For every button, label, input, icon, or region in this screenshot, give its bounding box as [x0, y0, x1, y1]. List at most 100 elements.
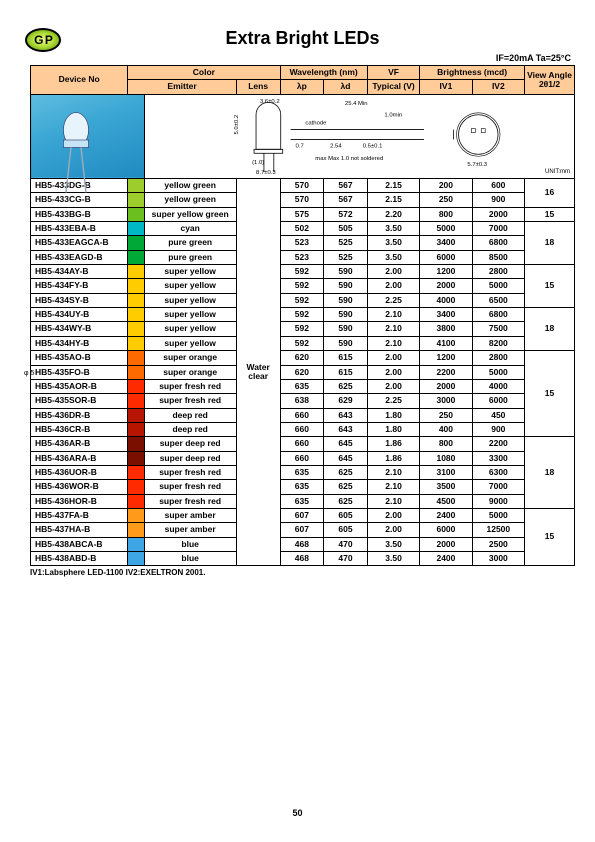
cell-emitter: super fresh red — [144, 465, 236, 479]
cell-vf: 2.00 — [367, 279, 419, 293]
led-table: Device No Color Wavelength (nm) VF Brigh… — [30, 65, 575, 566]
cell-ld: 643 — [324, 422, 368, 436]
cell-ld: 572 — [324, 207, 368, 221]
cell-emitter: super fresh red — [144, 480, 236, 494]
cell-emitter: super yellow green — [144, 207, 236, 221]
cell-emitter: super yellow — [144, 293, 236, 307]
cell-lp: 570 — [280, 179, 324, 193]
cell-iv2: 7500 — [472, 322, 524, 336]
cell-ld: 567 — [324, 193, 368, 207]
cell-ld: 505 — [324, 222, 368, 236]
cell-emitter: super orange — [144, 351, 236, 365]
color-swatch — [128, 236, 144, 250]
cell-view-angle: 18 — [525, 437, 575, 509]
cell-iv1: 2000 — [420, 279, 472, 293]
cell-lp: 468 — [280, 537, 324, 551]
color-swatch — [128, 551, 144, 565]
cell-device: HB5-436ARA-B — [31, 451, 128, 465]
th-vf-sub: Typical (V) — [367, 80, 419, 94]
th-color: Color — [128, 66, 280, 80]
svg-text:max Max 1.0 not soldered: max Max 1.0 not soldered — [315, 156, 383, 162]
th-lp: λp — [280, 80, 324, 94]
cell-emitter: deep red — [144, 422, 236, 436]
cell-emitter: pure green — [144, 236, 236, 250]
cell-iv2: 900 — [472, 193, 524, 207]
cell-emitter: super yellow — [144, 265, 236, 279]
table-row: HB5-436WOR-Bsuper fresh red6356252.10350… — [31, 480, 575, 494]
th-vf: VF — [367, 66, 419, 80]
led-dimension-diagram: cathode 3.6±0.2 25.4 Min 1.0min 5.0±0.2 … — [144, 94, 575, 178]
cell-iv1: 2400 — [420, 508, 472, 522]
table-row: HB5-434UY-Bsuper yellow5925902.103400680… — [31, 308, 575, 322]
color-swatch — [128, 222, 144, 236]
cell-device: HB5-435AOR-B — [31, 379, 128, 393]
cell-iv2: 7000 — [472, 222, 524, 236]
cell-iv1: 250 — [420, 193, 472, 207]
cell-vf: 1.86 — [367, 437, 419, 451]
cell-iv1: 2400 — [420, 551, 472, 565]
cell-iv1: 2200 — [420, 365, 472, 379]
cell-lp: 635 — [280, 494, 324, 508]
cell-ld: 645 — [324, 451, 368, 465]
cell-device: HB5-435SOR-B — [31, 394, 128, 408]
table-header: Device No Color Wavelength (nm) VF Brigh… — [31, 66, 575, 95]
cell-ld: 590 — [324, 265, 368, 279]
svg-text:3.6±0.2: 3.6±0.2 — [259, 99, 279, 105]
cell-lp: 592 — [280, 293, 324, 307]
cell-device: HB5-438ABCA-B — [31, 537, 128, 551]
table-row: HB5-436HOR-Bsuper fresh red6356252.10450… — [31, 494, 575, 508]
cell-device: HB5-436CR-B — [31, 422, 128, 436]
cell-iv2: 2800 — [472, 351, 524, 365]
table-row: HB5-433BG-Bsuper yellow green5755722.208… — [31, 207, 575, 221]
page-title: Extra Bright LEDs — [30, 28, 575, 49]
cell-iv1: 1080 — [420, 451, 472, 465]
svg-text:25.4 Min: 25.4 Min — [344, 101, 367, 107]
color-swatch — [128, 308, 144, 322]
gp-logo: G P — [25, 28, 61, 52]
cell-iv1: 3400 — [420, 236, 472, 250]
cell-ld: 625 — [324, 494, 368, 508]
cell-ld: 643 — [324, 408, 368, 422]
cell-lp: 660 — [280, 451, 324, 465]
cell-vf: 2.25 — [367, 293, 419, 307]
cell-device: HB5-434SY-B — [31, 293, 128, 307]
led-photo — [31, 94, 145, 178]
cell-iv2: 2200 — [472, 437, 524, 451]
cell-emitter: pure green — [144, 250, 236, 264]
cell-device: HB5-437FA-B — [31, 508, 128, 522]
cell-ld: 525 — [324, 236, 368, 250]
cell-ld: 470 — [324, 537, 368, 551]
cell-ld: 645 — [324, 437, 368, 451]
cell-ld: 590 — [324, 322, 368, 336]
cell-lp: 638 — [280, 394, 324, 408]
table-row: HB5-436UOR-Bsuper fresh red6356252.10310… — [31, 465, 575, 479]
cell-vf: 2.25 — [367, 394, 419, 408]
page-number: 50 — [0, 808, 595, 818]
cell-emitter: super fresh red — [144, 379, 236, 393]
th-brightness: Brightness (mcd) — [420, 66, 525, 80]
cell-vf: 2.10 — [367, 322, 419, 336]
cell-emitter: super yellow — [144, 322, 236, 336]
cell-iv2: 2000 — [472, 207, 524, 221]
cell-iv2: 6800 — [472, 308, 524, 322]
cell-iv1: 200 — [420, 179, 472, 193]
cell-emitter: super fresh red — [144, 394, 236, 408]
cell-emitter: super amber — [144, 508, 236, 522]
cell-ld: 590 — [324, 308, 368, 322]
color-swatch — [128, 394, 144, 408]
cell-vf: 2.00 — [367, 351, 419, 365]
cell-lp: 635 — [280, 480, 324, 494]
table-row: HB5-434SY-Bsuper yellow5925902.254000650… — [31, 293, 575, 307]
diagram-row: cathode 3.6±0.2 25.4 Min 1.0min 5.0±0.2 … — [31, 94, 575, 178]
cell-device: HB5-436HOR-B — [31, 494, 128, 508]
cell-iv1: 2000 — [420, 537, 472, 551]
color-swatch — [128, 336, 144, 350]
cell-vf: 3.50 — [367, 222, 419, 236]
th-emitter: Emitter — [128, 80, 237, 94]
cell-ld: 625 — [324, 480, 368, 494]
cell-device: HB5-434AY-B — [31, 265, 128, 279]
cell-iv2: 2500 — [472, 537, 524, 551]
color-swatch — [128, 480, 144, 494]
cell-vf: 2.00 — [367, 379, 419, 393]
cell-ld: 615 — [324, 351, 368, 365]
